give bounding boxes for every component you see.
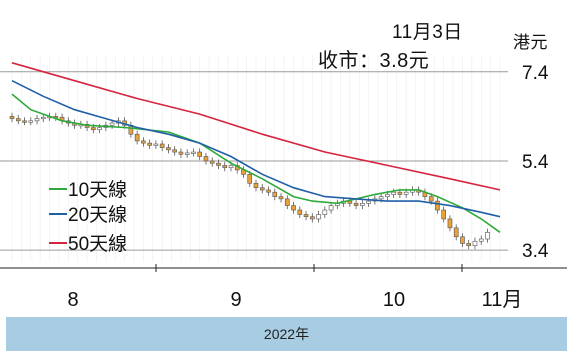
- candlesticks: [9, 112, 490, 250]
- candle-body: [15, 118, 21, 122]
- candle-body: [159, 143, 165, 148]
- candle-body: [109, 122, 115, 126]
- candle-body: [222, 165, 228, 168]
- candle-body: [466, 243, 472, 247]
- candle-body: [278, 196, 284, 200]
- candle-body: [391, 191, 396, 195]
- candle-body: [253, 182, 259, 189]
- candle-body: [441, 209, 446, 220]
- candle-body: [172, 149, 177, 153]
- y-axis-unit: 港元: [513, 33, 548, 52]
- candle-body: [147, 142, 152, 146]
- candle-body: [385, 194, 390, 197]
- candle-body: [403, 191, 409, 195]
- candle-body: [453, 227, 459, 238]
- y-tick-label: 3.4: [522, 241, 549, 262]
- legend-label: 20天線: [68, 204, 127, 226]
- y-axis-tick-labels: 3.4 5.4 7.4: [522, 63, 549, 262]
- candle-body: [91, 127, 96, 131]
- candle-body: [322, 209, 328, 215]
- x-tick-label: 8: [67, 289, 78, 311]
- series-line-3: [11, 62, 501, 191]
- candle-body: [197, 151, 202, 157]
- candle-body: [435, 200, 440, 211]
- candle-body: [166, 147, 171, 151]
- candle-body: [40, 116, 46, 120]
- candle-body: [34, 118, 40, 122]
- candle-body: [316, 214, 321, 220]
- legend-label: 10天線: [68, 179, 127, 201]
- candle-body: [178, 151, 184, 155]
- candle-body: [366, 200, 371, 204]
- x-axis-title: 2022年: [263, 326, 310, 342]
- candle-body: [428, 196, 434, 202]
- candle-body: [134, 133, 140, 142]
- moving-average-lines: [11, 62, 501, 233]
- candle-body: [397, 191, 403, 195]
- legend-label: 50天線: [68, 233, 127, 255]
- candle-body: [228, 165, 234, 168]
- candle-body: [216, 162, 221, 166]
- vertical-gridlines: [11, 55, 501, 262]
- x-tick-label: 11月: [482, 289, 523, 311]
- series-line-1: [11, 93, 501, 233]
- candle-body: [209, 160, 215, 164]
- candle-body: [460, 236, 465, 244]
- y-tick-label: 7.4: [522, 63, 549, 84]
- candle-body: [191, 151, 196, 154]
- candle-body: [310, 216, 315, 220]
- horizontal-gridlines: [0, 71, 508, 251]
- candle-body: [247, 174, 253, 184]
- candle-body: [297, 209, 303, 215]
- x-tick-label: 10: [383, 289, 405, 311]
- y-tick-label: 5.4: [522, 152, 549, 173]
- candle-body: [141, 140, 146, 144]
- candle-body: [360, 203, 365, 206]
- candle-body: [472, 240, 478, 247]
- candle-body: [259, 187, 265, 191]
- candle-body: [485, 232, 490, 240]
- candle-body: [97, 127, 102, 131]
- legend: 10天線 20天線 50天線: [49, 179, 127, 255]
- candle-body: [328, 205, 334, 211]
- candle-body: [153, 143, 159, 146]
- candle-body: [353, 203, 359, 206]
- candle-body: [478, 238, 484, 242]
- candle-body: [291, 205, 296, 211]
- candle-body: [22, 120, 27, 123]
- x-axis: 8 9 10 11月: [0, 264, 567, 311]
- annotation-date: 11月3日: [392, 22, 463, 43]
- candle-body: [284, 198, 290, 206]
- x-tick-label: 9: [230, 289, 241, 311]
- candle-body: [266, 189, 271, 193]
- candle-body: [447, 218, 453, 229]
- series-line-2: [11, 79, 501, 218]
- candle-body: [203, 156, 209, 162]
- candle-body: [28, 120, 34, 123]
- candle-body: [303, 214, 309, 218]
- annotation-close-price: 收市：3.8元: [318, 50, 430, 72]
- candle-body: [184, 152, 190, 155]
- candle-body: [378, 196, 384, 200]
- candle-body: [9, 116, 15, 119]
- candle-body: [272, 191, 278, 197]
- x-axis-year-banner: 2022年: [6, 317, 567, 351]
